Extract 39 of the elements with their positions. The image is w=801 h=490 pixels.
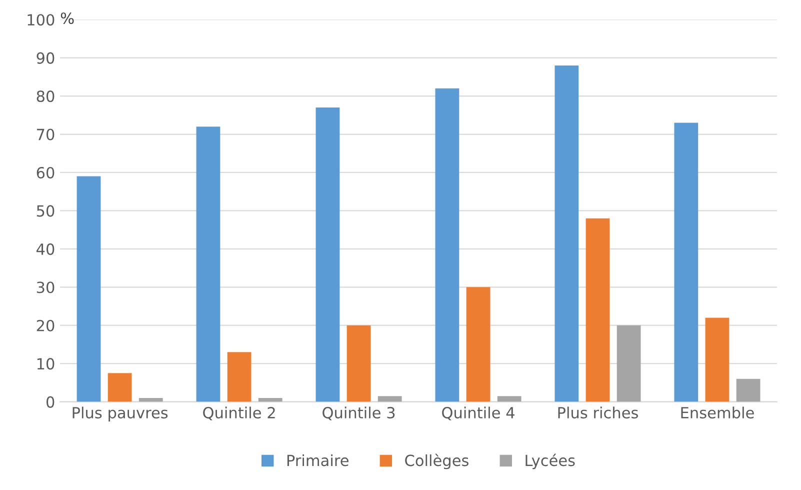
bar [138,398,163,402]
bar [258,398,282,402]
y-tick-label: 100 [28,14,54,26]
y-tick-label: 10 [37,358,54,370]
bar [705,318,730,402]
legend-label: Lycées [526,454,575,470]
bar [76,176,101,402]
y-tick-label: 20 [36,320,54,332]
y-tick-label: 40 [36,243,54,255]
bar [674,122,698,402]
x-tick-label: Plus riches [558,406,638,418]
legend-label: Primaire [287,454,348,466]
bar [316,108,340,402]
bar [586,218,610,402]
bar [378,396,402,402]
x-tick-label: Quintile 2 [203,406,275,420]
y-tick-label: 80 [36,90,54,102]
y-tick-label: 0 [46,396,54,408]
y-tick-label: 60 [36,166,54,178]
bar [108,373,132,402]
bar [196,126,220,402]
legend-label: Collèges [405,454,468,470]
bar [466,287,490,402]
y-tick-label: 90 [36,52,54,64]
bar [497,396,522,402]
y-tick-label: 70 [37,128,54,140]
bar [435,88,460,402]
bar [736,378,760,402]
y-tick-label: 50 [36,205,54,217]
y-tick-label: 30 [36,282,54,294]
bar [616,325,641,402]
x-tick-label: Quintile 3 [322,406,395,420]
bar [554,65,579,402]
x-tick-label: Quintile 4 [442,406,514,420]
bar [346,325,371,402]
x-tick-label: Plus pauvres [72,406,168,422]
y-axis-title: % [60,12,74,24]
bar [227,352,252,402]
x-tick-label: Ensemble [681,406,754,418]
